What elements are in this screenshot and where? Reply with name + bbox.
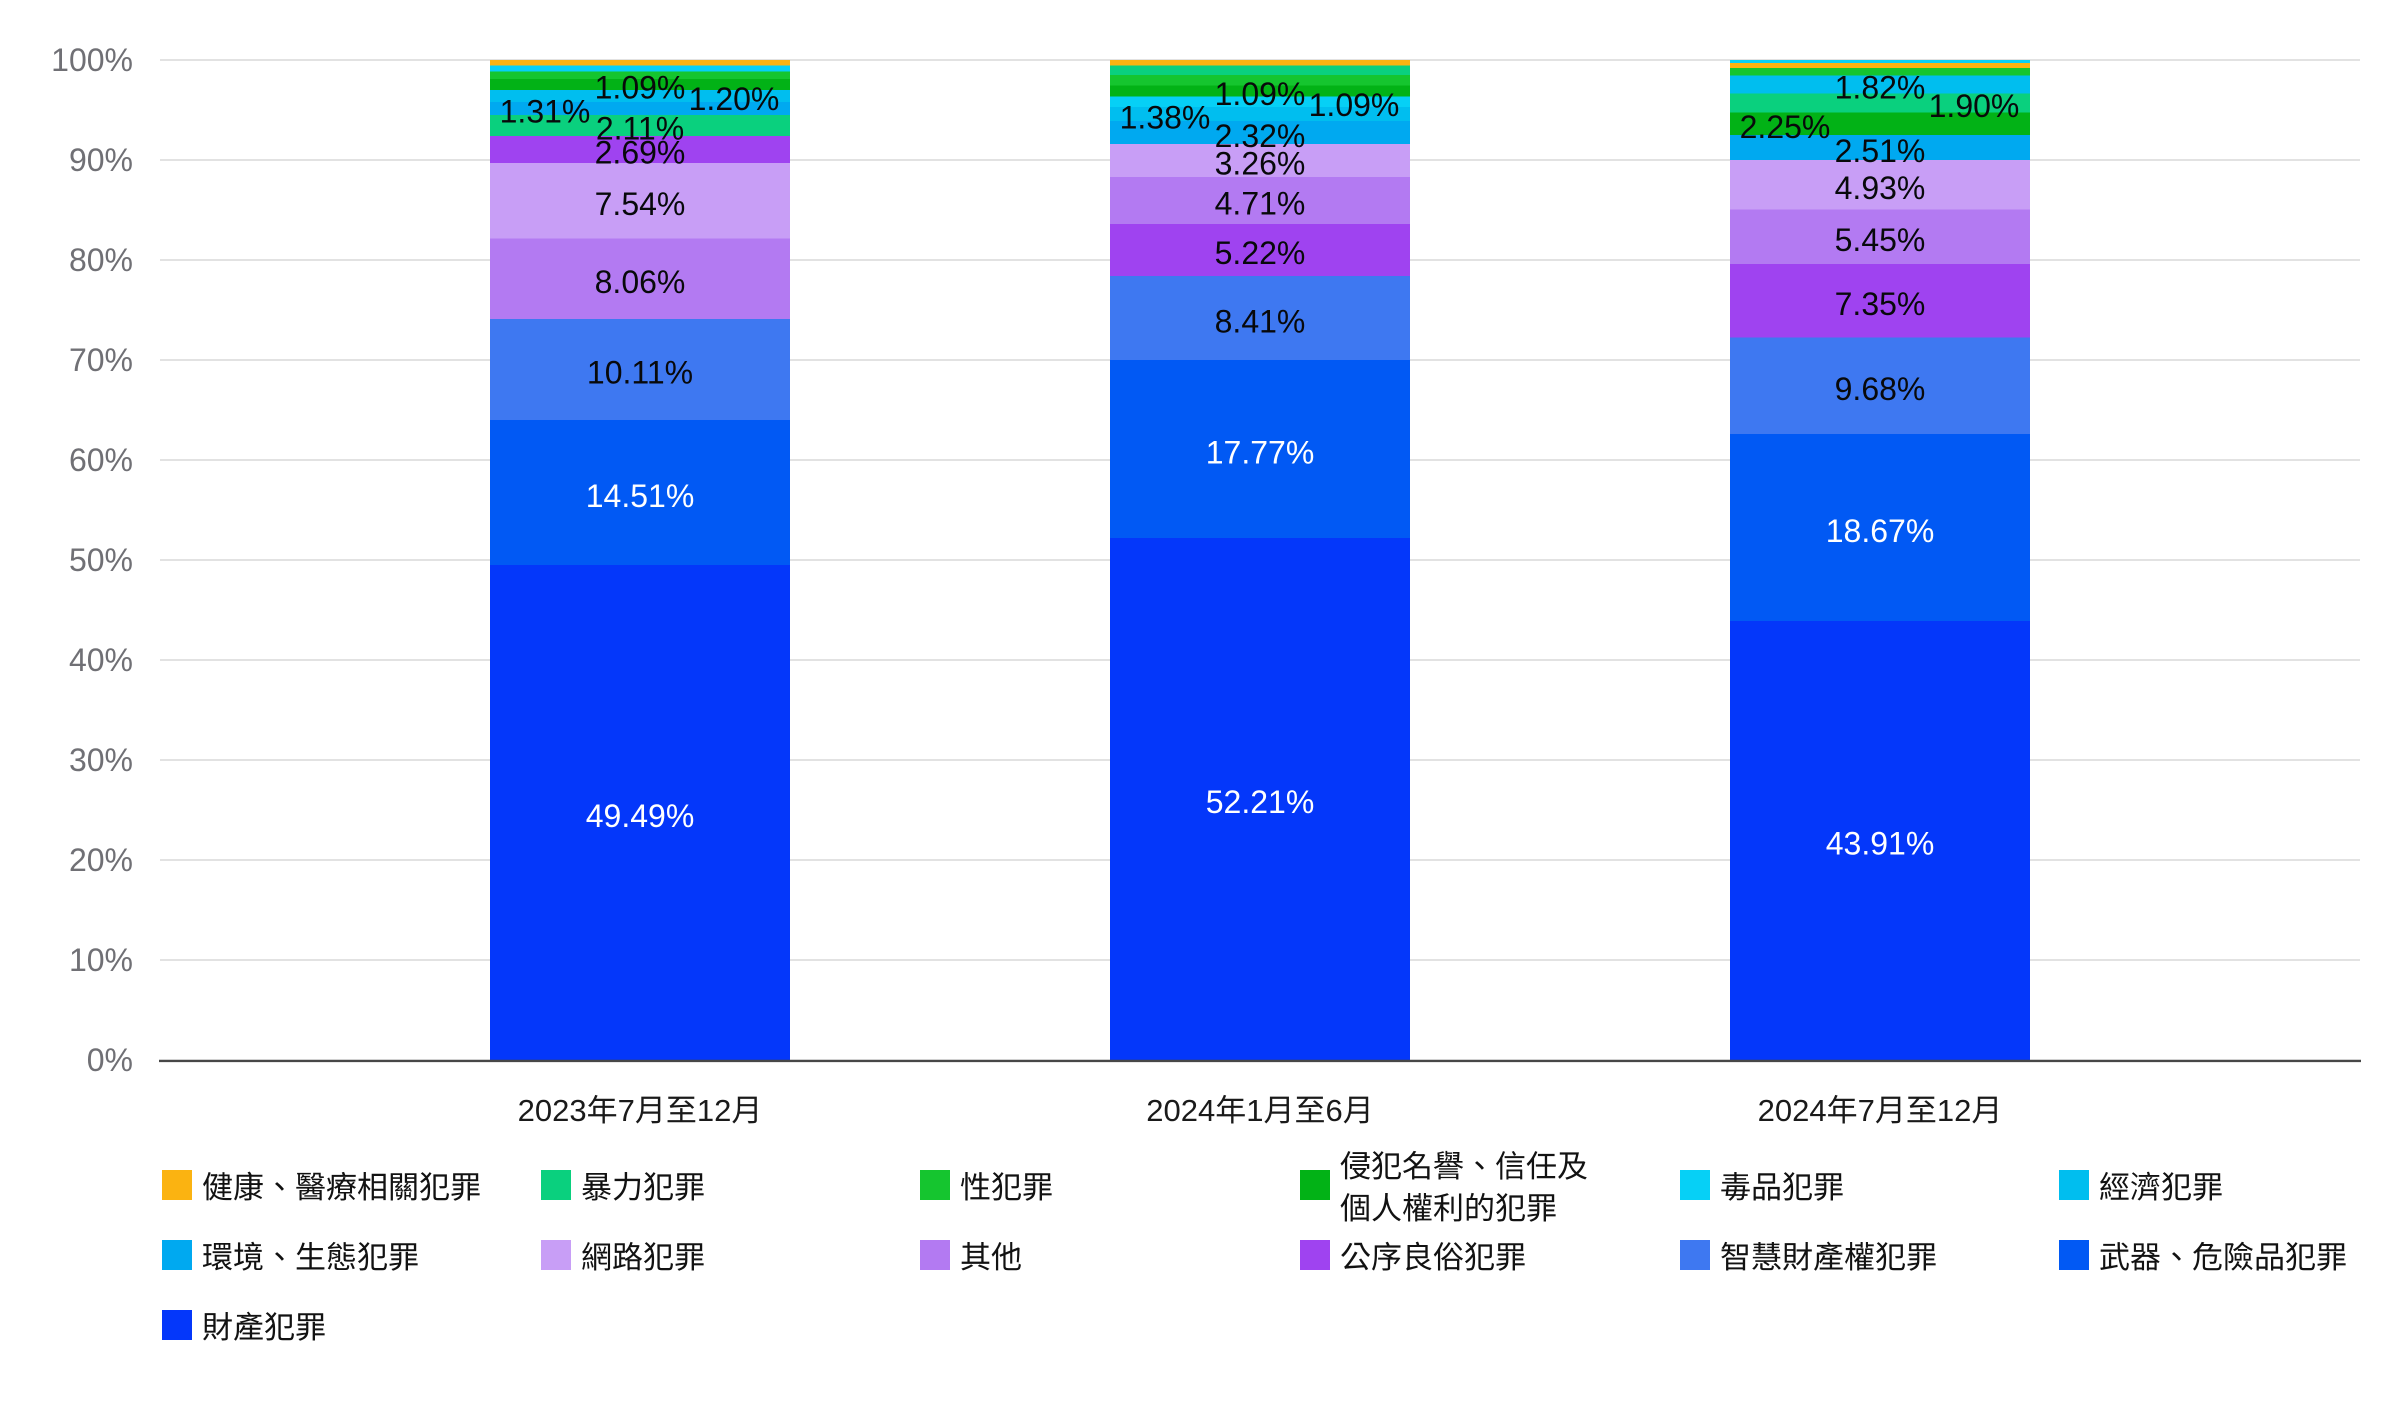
segment-其他 <box>1730 209 2030 265</box>
y-tick-label-90%: 90% <box>69 142 133 178</box>
segment-侵犯名譽、信任及個人權利的犯罪 <box>1110 85 1410 97</box>
segment-性犯罪 <box>490 71 790 80</box>
x-tick-label-2023年7月至12月: 2023年7月至12月 <box>518 1093 763 1128</box>
segment-暴力犯罪 <box>1110 65 1410 76</box>
y-tick-label-60%: 60% <box>69 442 133 478</box>
segment-健康、醫療相關犯罪 <box>1730 63 2030 69</box>
segment-暴力犯罪 <box>1730 93 2030 113</box>
value-label-經濟犯罪: 1.20% <box>689 81 780 117</box>
y-tick-label-0%: 0% <box>87 1042 133 1078</box>
value-label-其他: 8.06% <box>595 264 686 300</box>
segment-財產犯罪 <box>1730 620 2030 1061</box>
segment-財產犯罪 <box>490 565 790 1061</box>
segment-其他 <box>490 238 790 320</box>
value-label-環境、生態犯罪: 2.32% <box>1215 118 1306 154</box>
x-tick-label-2024年1月至6月: 2024年1月至6月 <box>1146 1093 1373 1128</box>
segment-智慧財產權犯罪 <box>1730 337 2030 435</box>
value-label-網路犯罪: 4.93% <box>1835 170 1926 206</box>
segment-暴力犯罪 <box>490 114 790 137</box>
segment-環境、生態犯罪 <box>1730 135 2030 161</box>
y-tick-label-100%: 100% <box>51 42 133 78</box>
segment-健康、醫療相關犯罪 <box>490 60 790 67</box>
bar-2024年7月至12月: 1.82%1.90% 2.25%2.51%4.93% 5.45% 7.35% 9.68%… <box>1730 60 2030 1061</box>
y-tick-label-20%: 20% <box>69 842 133 878</box>
value-label-網路犯罪: 3.26% <box>1215 146 1306 182</box>
value-label-其他: 5.45% <box>1835 222 1926 258</box>
segment-毒品犯罪 <box>1110 96 1410 108</box>
segment-健康、醫療相關犯罪 <box>1110 60 1410 66</box>
value-label-侵犯名譽、信任及個人權利的犯罪: 1.09% <box>1215 76 1306 112</box>
x-tick-label-2024年7月至12月: 2024年7月至12月 <box>1758 1093 2003 1128</box>
segment-環境、生態犯罪 <box>490 101 790 116</box>
value-label-侵犯名譽、信任及個人權利的犯罪: 1.09% <box>595 70 686 106</box>
segment-經濟犯罪 <box>1110 107 1410 122</box>
bar-2024年1月至6月: 1.09% 1.09%1.38%2.32%3.26%4.71%5.22%8.41%… <box>1110 60 1410 1061</box>
segment-公序良俗犯罪 <box>1730 263 2030 338</box>
value-label-其他: 4.71% <box>1215 186 1306 222</box>
segment-性犯罪 <box>1110 75 1410 86</box>
value-label-暴力犯罪: 2.11% <box>596 111 684 147</box>
value-label-環境、生態犯罪: 2.51% <box>1835 133 1926 169</box>
segment-智慧財產權犯罪 <box>1110 276 1410 361</box>
bar-2023年7月至12月: 1.09% 1.20% 1.31% 2.11%2.69% 7.54% 8.06% 10.11… <box>490 60 790 1061</box>
segment-網路犯罪 <box>1730 160 2030 210</box>
value-label-智慧財產權犯罪: 9.68% <box>1835 371 1926 407</box>
value-label-公序良俗犯罪: 2.69% <box>595 135 686 171</box>
value-label-經濟犯罪: 1.82% <box>1835 70 1926 106</box>
segment-武器、危險品犯罪 <box>1110 360 1410 539</box>
value-label-經濟犯罪: 1.38% <box>1120 99 1211 135</box>
segment-公序良俗犯罪 <box>1110 223 1410 277</box>
value-label-網路犯罪: 7.54% <box>595 186 686 222</box>
value-label-智慧財產權犯罪: 8.41% <box>1215 303 1306 339</box>
value-label-侵犯名譽、信任及個人權利的犯罪: 2.25% <box>1740 109 1831 145</box>
value-label-武器、危險品犯罪: 14.51% <box>586 478 695 514</box>
segment-侵犯名譽、信任及個人權利的犯罪 <box>490 78 790 91</box>
y-tick-label-10%: 10% <box>69 942 133 978</box>
value-label-環境、生態犯罪: 1.31% <box>500 94 591 130</box>
segment-毒品犯罪 <box>490 65 790 73</box>
segment-經濟犯罪 <box>1730 75 2030 94</box>
value-label-公序良俗犯罪: 5.22% <box>1215 235 1306 271</box>
segment-性犯罪 <box>1730 68 2030 76</box>
value-label-毒品犯罪: 1.09% <box>1309 87 1400 123</box>
value-label-武器、危險品犯罪: 18.67% <box>1826 513 1935 549</box>
value-label-暴力犯罪: 1.90% <box>1929 88 2020 124</box>
segment-財產犯罪 <box>1110 537 1410 1061</box>
value-label-財產犯罪: 43.91% <box>1826 826 1935 862</box>
value-label-財產犯罪: 49.49% <box>586 798 695 834</box>
segment-網路犯罪 <box>490 162 790 239</box>
value-label-武器、危險品犯罪: 17.77% <box>1206 434 1315 470</box>
y-tick-label-80%: 80% <box>69 242 133 278</box>
segment-毒品犯罪 <box>1730 60 2030 64</box>
value-label-智慧財產權犯罪: 10.11% <box>587 355 693 391</box>
segment-其他 <box>1110 176 1410 225</box>
value-label-財產犯罪: 52.21% <box>1206 784 1315 820</box>
y-tick-label-50%: 50% <box>69 542 133 578</box>
segment-經濟犯罪 <box>490 89 790 103</box>
value-label-公序良俗犯罪: 7.35% <box>1835 286 1926 322</box>
segment-環境、生態犯罪 <box>1110 121 1410 145</box>
segment-侵犯名譽、信任及個人權利的犯罪 <box>1730 112 2030 136</box>
segment-網路犯罪 <box>1110 144 1410 178</box>
y-tick-label-40%: 40% <box>69 642 133 678</box>
segment-公序良俗犯罪 <box>490 136 790 164</box>
segment-智慧財產權犯罪 <box>490 318 790 421</box>
segment-武器、危險品犯罪 <box>1730 434 2030 622</box>
y-tick-label-70%: 70% <box>69 342 133 378</box>
segment-武器、危險品犯罪 <box>490 420 790 566</box>
y-tick-label-30%: 30% <box>69 742 133 778</box>
